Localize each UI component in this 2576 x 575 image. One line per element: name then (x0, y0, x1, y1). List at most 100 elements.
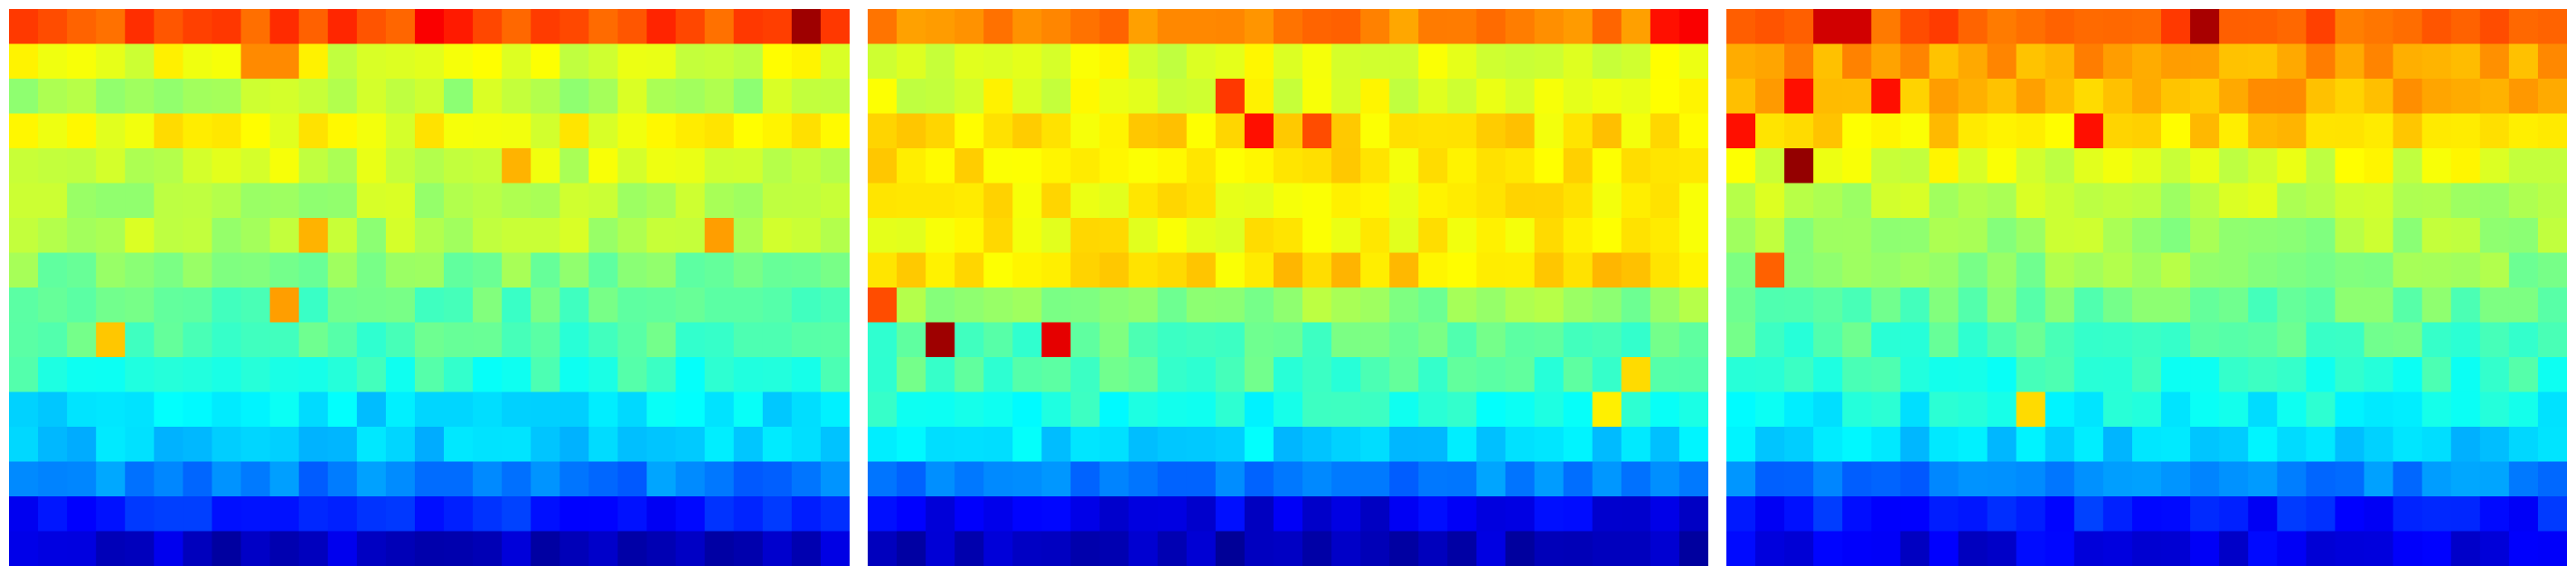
heatmap-cell (2335, 79, 2365, 115)
heatmap-cell (559, 252, 589, 288)
heatmap-cell (1389, 427, 1419, 463)
heatmap-cell (2450, 79, 2481, 115)
heatmap-cell (1302, 322, 1332, 358)
heatmap-cell (444, 461, 474, 497)
heatmap-cell (2016, 218, 2046, 254)
heatmap-cell (1650, 496, 1680, 533)
heatmap-cell (2190, 357, 2220, 393)
heatmap-cell (1244, 218, 1274, 254)
heatmap-cell (414, 461, 445, 497)
heatmap-cell (1070, 322, 1101, 358)
heatmap-cell (733, 43, 764, 80)
heatmap-cell (1070, 427, 1101, 463)
heatmap-cell (1128, 252, 1159, 288)
heatmap-cell (1331, 148, 1361, 184)
heatmap-cell (2335, 148, 2365, 184)
heatmap-cell (240, 9, 271, 45)
heatmap-cell (704, 183, 735, 219)
heatmap-cell (2306, 148, 2336, 184)
heatmap-cell (897, 427, 926, 463)
heatmap-cell (868, 531, 898, 566)
heatmap-cell (2190, 322, 2220, 358)
heatmap-cell (954, 322, 984, 358)
heatmap-cell (1302, 357, 1332, 393)
heatmap-cell (1273, 427, 1303, 463)
heatmap-cell (791, 79, 822, 115)
heatmap-cell (1505, 113, 1536, 149)
heatmap-cell (1389, 252, 1419, 288)
heatmap-cell (1070, 496, 1101, 533)
heatmap-cell (733, 531, 764, 566)
heatmap-cell (1842, 9, 1872, 45)
heatmap-cell (2479, 357, 2510, 393)
heatmap-cell (791, 43, 822, 80)
heatmap-cell (1842, 79, 1872, 115)
heatmap-cell (1650, 79, 1680, 115)
heatmap-cell (1157, 391, 1188, 428)
heatmap-cell (762, 496, 793, 533)
heatmap-cell (820, 322, 850, 358)
heatmap-cell (2508, 148, 2539, 184)
heatmap-cell (1418, 391, 1448, 428)
heatmap-cell (269, 531, 300, 566)
heatmap-cell (1302, 427, 1332, 463)
heatmap-cell (1621, 9, 1651, 45)
heatmap-cell (2508, 252, 2539, 288)
heatmap-cell (2450, 322, 2481, 358)
heatmap-cell (1418, 357, 1448, 393)
heatmap-cell (2016, 496, 2046, 533)
heatmap-cell (2073, 113, 2104, 149)
heatmap-panel-2 (868, 9, 1708, 566)
heatmap-cell (2131, 322, 2162, 358)
heatmap-cell (2421, 531, 2452, 566)
heatmap-3 (1726, 9, 2567, 566)
heatmap-cell (1331, 496, 1361, 533)
heatmap-cell (1871, 357, 1902, 393)
heatmap-cell (1987, 113, 2017, 149)
heatmap-cell (1012, 391, 1043, 428)
heatmap-cell (1041, 218, 1072, 254)
heatmap-cell (983, 288, 1013, 324)
heatmap-cell (444, 218, 474, 254)
heatmap-cell (1755, 531, 1785, 566)
heatmap-cell (1447, 218, 1478, 254)
heatmap-cell (588, 357, 619, 393)
heatmap-cell (444, 496, 474, 533)
heatmap-cell (1534, 461, 1565, 497)
heatmap-cell (212, 43, 242, 80)
heatmap-cell (646, 218, 677, 254)
heatmap-cell (1128, 531, 1159, 566)
heatmap-cell (2277, 113, 2307, 149)
heatmap-cell (385, 288, 416, 324)
heatmap-cell (2277, 9, 2307, 45)
heatmap-cell (96, 183, 126, 219)
heatmap-cell (897, 357, 926, 393)
heatmap-cell (38, 9, 68, 45)
heatmap-cell (1476, 391, 1507, 428)
heatmap-cell (240, 322, 271, 358)
heatmap-cell (1813, 496, 1843, 533)
heatmap-cell (1389, 391, 1419, 428)
heatmap-cell (2479, 79, 2510, 115)
heatmap-cell (1302, 183, 1332, 219)
heatmap-cell (1505, 427, 1536, 463)
heatmap-cell (1650, 148, 1680, 184)
heatmap-cell (1273, 357, 1303, 393)
heatmap-cell (2102, 461, 2133, 497)
heatmap-cell (1592, 461, 1622, 497)
heatmap-cell (1099, 9, 1130, 45)
heatmap-cell (1360, 79, 1390, 115)
heatmap-cell (154, 43, 184, 80)
heatmap-cell (1784, 43, 1814, 80)
heatmap-cell (1389, 43, 1419, 80)
heatmap-cell (2306, 252, 2336, 288)
heatmap-cell (154, 288, 184, 324)
heatmap-cell (473, 496, 503, 533)
heatmap-cell (820, 113, 850, 149)
heatmap-cell (96, 113, 126, 149)
heatmap-cell (1244, 43, 1274, 80)
heatmap-cell (2393, 427, 2423, 463)
heatmap-cell (1476, 148, 1507, 184)
heatmap-cell (1813, 183, 1843, 219)
heatmap-cell (1389, 531, 1419, 566)
